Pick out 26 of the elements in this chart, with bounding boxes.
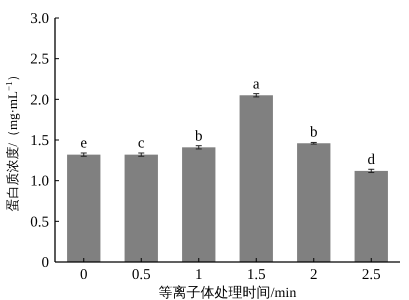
y-tick-label: 0.5 xyxy=(30,214,49,230)
annotation: a xyxy=(252,76,260,92)
y-tick-label: 2.0 xyxy=(30,92,49,108)
annotation: b xyxy=(310,124,318,140)
x-tick-label: 1 xyxy=(195,267,202,283)
x-tick-label: 2 xyxy=(310,267,318,283)
bar xyxy=(354,170,388,262)
annotation: e xyxy=(80,136,88,152)
annotation: b xyxy=(195,128,202,144)
bar xyxy=(240,95,273,262)
y-tick-label: 0 xyxy=(42,255,49,271)
x-tick-label: 0 xyxy=(80,267,88,283)
bar xyxy=(297,143,330,262)
annotation: c xyxy=(138,136,145,152)
y-tick-label: 3.0 xyxy=(30,11,49,27)
bar xyxy=(67,154,100,262)
x-tick-label: 1.5 xyxy=(246,267,266,283)
y-tick-label: 2.5 xyxy=(30,52,49,68)
bar xyxy=(182,147,216,262)
bar xyxy=(124,154,158,262)
y-tick-label: 1.0 xyxy=(30,174,49,190)
x-tick-label: 0.5 xyxy=(132,267,151,283)
x-tick-label: 2.5 xyxy=(362,267,381,283)
annotation: d xyxy=(368,152,376,168)
x-axis-title: 等离子体处理时间/min xyxy=(158,285,296,300)
y-tick-label: 1.5 xyxy=(30,133,49,149)
